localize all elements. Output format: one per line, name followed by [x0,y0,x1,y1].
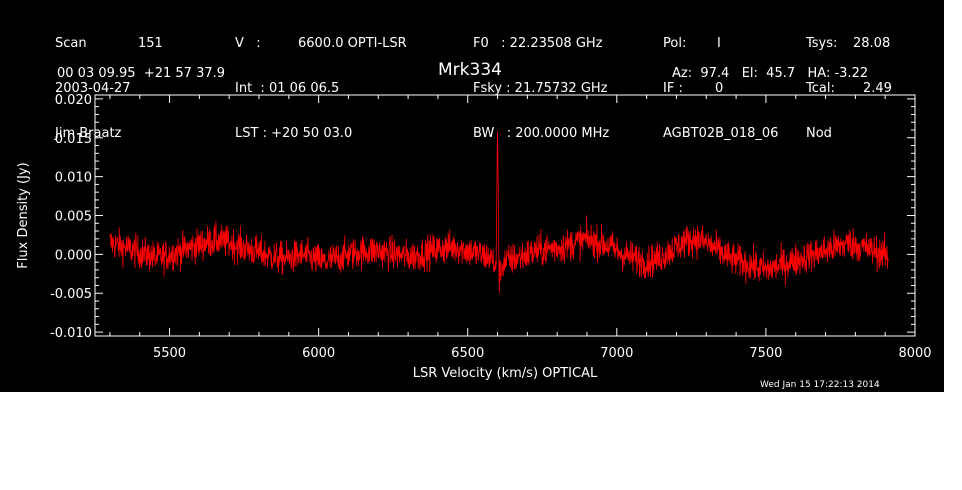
if-row: IF : 0 [663,81,778,96]
x-tick-label: 6500 [451,346,484,361]
timestamp: Wed Jan 15 17:22:13 2014 [760,380,880,390]
y-tick-label: 0.010 [55,171,92,186]
y-tick-label: 0.020 [55,93,92,108]
y-tick-label: -0.010 [50,326,92,341]
velocity-label: V : [235,36,261,51]
int-label: Int : [235,81,265,96]
fsky-value: 21.75732 GHz [514,81,608,96]
lst-value: +20 50 03.0 [271,126,353,141]
lst-row: LST : +20 50 03.0 [235,126,352,141]
scan-value: 151 [138,36,163,51]
scan-row: Scan 151 [55,36,163,51]
coords-text: 00 03 09.95 +21 57 37.9 [57,66,226,81]
labels-layer: 5500 6000 6500 7000 7500 8000 -0.010 -0.005 0.00… [16,93,932,381]
y-tick-label: 0.000 [55,248,92,263]
velocity-row: V : 6600.0 OPTI-LSR [235,36,407,51]
f0-row: F0 : 22.23508 GHz [473,36,609,51]
spectrum-trace [109,131,889,293]
bw-row: BW : 200.0000 MHz [473,126,609,141]
date-text: 2003-04-27 [55,81,131,96]
bw-value: 200.0000 MHz [515,126,610,141]
fsky-row: Fsky : 21.75732 GHz [473,81,609,96]
axes-layer [94,94,916,337]
pol-value: I [717,36,721,51]
x-tick-label: 8000 [898,346,931,361]
y-tick-label: 0.005 [55,210,92,225]
header-col1: Scan 151 2003-04-27 Jim Braatz [55,6,163,171]
int-row: Int : 01 06 06.5 [235,81,352,96]
f0-value: 22.23508 GHz [509,36,603,51]
y-tick-label: -0.005 [50,287,92,302]
pol-label: Pol: [663,36,687,51]
mode-text: Nod [806,126,832,141]
tsys-label: Tsys: [806,36,838,51]
bw-label: BW : [473,126,512,141]
header-col3: F0 : 22.23508 GHz Fsky : 21.75732 GHz BW… [473,6,609,171]
header-col4: Pol: I IF : 0 AGBT02B_018_06 [663,6,778,171]
plot-panel: Scan 151 2003-04-27 Jim Braatz V : 6600.0… [0,0,944,392]
spectrum-chart: 5500 6000 6500 7000 7500 8000 -0.010 -0.005 0.00… [16,93,932,381]
x-tick-label: 6000 [302,346,335,361]
lst-label: LST : [235,126,267,141]
fsky-label: Fsky : [473,81,511,96]
trace-layer [109,131,889,293]
y-tick-label: 0.015 [55,132,92,147]
x-tick-label: 7500 [749,346,782,361]
tsys-value: 28.08 [853,36,891,51]
tcal-label: Tcal: [806,81,835,96]
x-tick-label: 5500 [153,346,186,361]
plot-title: Mrk334 [438,60,502,80]
observer-text: Jim Braatz [55,126,122,141]
az-el-ha-text: Az: 97.4 El: 45.7 HA: -3.22 [672,66,869,81]
x-axis-label: LSR Velocity (km/s) OPTICAL [413,366,598,381]
project-text: AGBT02B_018_06 [663,126,779,141]
tsys-row: Tsys: 28.08 [806,36,890,51]
if-value: 0 [715,81,724,96]
plot-frame [94,94,916,337]
scan-label: Scan [55,36,87,51]
tcal-value: 2.49 [863,81,892,96]
ticks-layer [95,95,916,336]
pol-row: Pol: I [663,36,778,51]
int-value: 01 06 06.5 [268,81,340,96]
tcal-row: Tcal: 2.49 [806,81,892,96]
f0-label: F0 : [473,36,506,51]
header-col2: V : 6600.0 OPTI-LSR Int : 01 06 06.5 LST… [235,6,407,171]
header-col5: Tsys: 28.08 Tcal: 2.49 Nod [806,6,892,171]
if-label: IF : [663,81,683,96]
x-tick-label: 7000 [600,346,633,361]
velocity-value: 6600.0 OPTI-LSR [298,36,407,51]
y-axis-label: Flux Density (Jy) [16,162,31,268]
